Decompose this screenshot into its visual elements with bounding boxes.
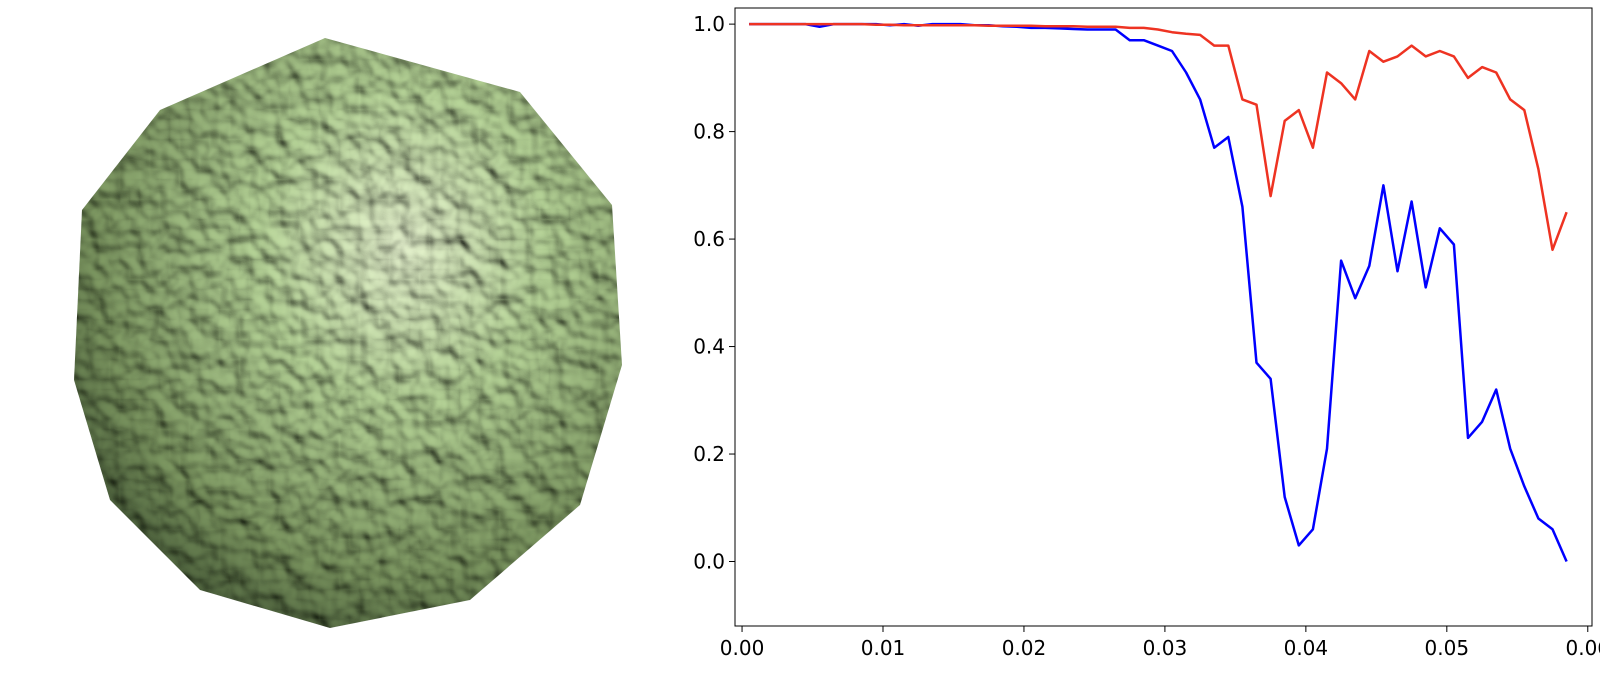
series-line-1 (749, 22, 1568, 563)
series-line-2 (749, 22, 1568, 252)
capsid-render-svg (74, 38, 622, 628)
x-tick-label: 0.04 (1284, 636, 1329, 660)
x-tick-label: 0.02 (1002, 636, 1047, 660)
y-tick-label: 0.4 (693, 335, 725, 359)
capsid-render-image (0, 0, 680, 678)
y-tick-label: 0.0 (693, 550, 725, 574)
capsid-body (74, 38, 622, 628)
y-tick-label: 1.0 (693, 12, 725, 36)
y-tick-label: 0.6 (693, 227, 725, 251)
x-axis-ticks: 0.00 0.01 0.02 0.03 0.04 0.05 0.06 (720, 626, 1600, 660)
y-tick-label: 0.2 (693, 442, 725, 466)
x-tick-label: 0.00 (720, 636, 765, 660)
y-axis-ticks: 0.0 0.2 0.4 0.6 0.8 1.0 (693, 12, 735, 574)
line-chart: 0.000.010.020.030.040.050.06 0.00.20.40.… (680, 0, 1600, 678)
x-tick-label: 0.01 (861, 636, 906, 660)
x-tick-label: 0.05 (1425, 636, 1470, 660)
x-tick-label: 0.03 (1143, 636, 1188, 660)
series-lines (749, 22, 1568, 563)
x-tick-label: 0.06 (1566, 636, 1600, 660)
chart-svg: 0.000.010.020.030.040.050.06 0.00.20.40.… (693, 7, 1600, 660)
plot-frame (734, 7, 1593, 627)
y-tick-label: 0.8 (693, 120, 725, 144)
